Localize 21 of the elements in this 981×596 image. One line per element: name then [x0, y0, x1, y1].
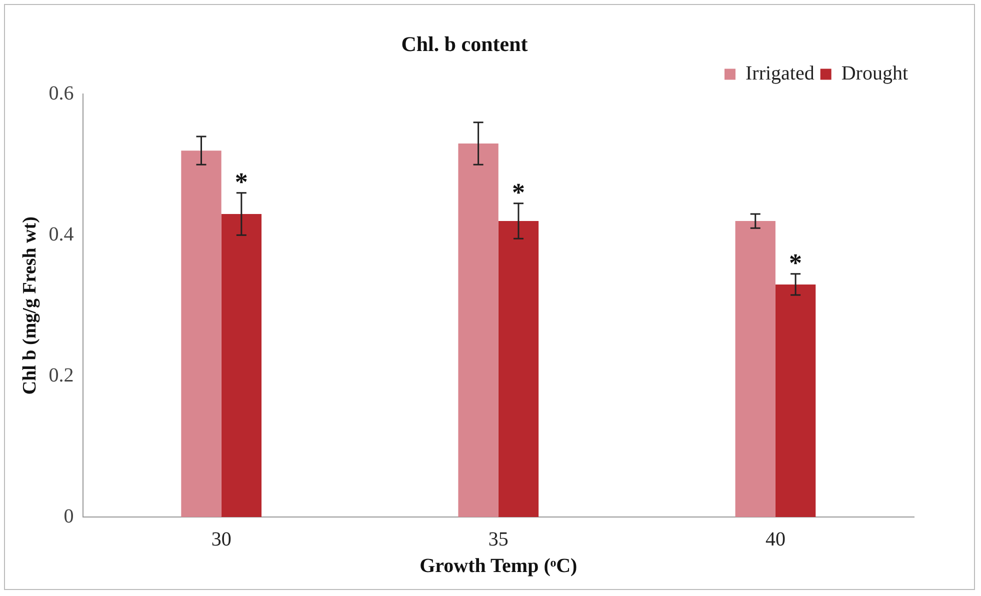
y-tick-label: 0	[64, 505, 74, 528]
x-tick-label: 40	[765, 528, 786, 550]
bar	[735, 221, 776, 517]
bar	[775, 284, 816, 517]
legend-label: Irrigated	[745, 62, 814, 84]
y-tick-label: 0.2	[48, 364, 74, 386]
chart-title: Chl. b content	[401, 32, 528, 56]
x-tick-label: 35	[488, 528, 508, 550]
x-tick-label: 30	[211, 528, 232, 550]
y-tick-label: 0.6	[48, 82, 74, 104]
bar	[498, 221, 539, 517]
bar	[181, 150, 222, 517]
x-axis-title: Growth Temp (ᵒC)	[420, 555, 578, 578]
bar	[221, 214, 262, 517]
annotation: *	[234, 168, 248, 197]
y-tick-label: 0.4	[48, 223, 74, 246]
annotation: *	[789, 248, 802, 278]
legend-label: Drought	[841, 62, 908, 84]
annotation: *	[512, 178, 525, 208]
y-axis-title: Chl b (mg/g Fresh wt)	[19, 216, 40, 395]
bar	[458, 144, 498, 517]
